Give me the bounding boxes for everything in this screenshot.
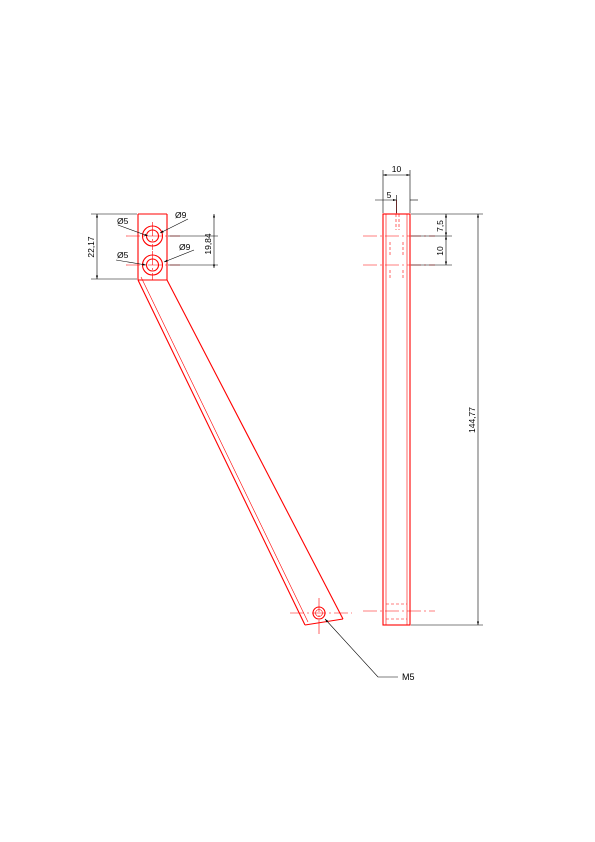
side-view: 10 5 7,5 10 144,77	[363, 164, 483, 626]
dimension-width-10-label: 10	[392, 164, 402, 174]
upper-hole-small-diameter-label: Ø5	[117, 216, 129, 226]
dimension-7-5-label: 7,5	[435, 220, 445, 232]
dimension-width-10: 10	[382, 164, 411, 213]
upper-hole-large-diameter-label: Ø9	[175, 210, 187, 220]
dimension-7-5: 7,5	[411, 213, 452, 237]
front-lower-hole	[126, 251, 180, 280]
diameter-callouts: Ø5 Ø9 Ø5 Ø9	[115, 210, 195, 266]
dimension-half-width-5: 5	[375, 190, 418, 213]
dimension-pitch-10: 10	[411, 236, 452, 266]
lower-hole-large-diameter-label: Ø9	[179, 242, 191, 252]
thread-callout: M5	[324, 618, 415, 682]
front-view-top-block	[137, 213, 168, 281]
dimension-half-width-5-label: 5	[387, 190, 392, 200]
dimension-22-17: 22,17	[86, 213, 137, 280]
front-view: 22,17 19,84 Ø5 Ø9 Ø5 Ø9 M5	[86, 210, 415, 682]
side-view-hidden-holes	[363, 200, 435, 620]
front-view-angled-bar	[137, 276, 344, 626]
lower-hole-small-diameter-label: Ø5	[117, 250, 129, 260]
dimension-22-17-label: 22,17	[86, 236, 96, 258]
dimension-length-144-77: 144,77	[411, 213, 483, 626]
thread-callout-label: M5	[402, 672, 415, 682]
side-view-bar	[382, 213, 411, 626]
front-m5-hole	[290, 598, 352, 635]
dimension-pitch-10-label: 10	[435, 246, 445, 256]
dimension-19-84-label: 19,84	[203, 233, 213, 255]
dimension-length-144-77-label: 144,77	[467, 407, 477, 433]
dimension-19-84: 19,84	[168, 214, 218, 268]
